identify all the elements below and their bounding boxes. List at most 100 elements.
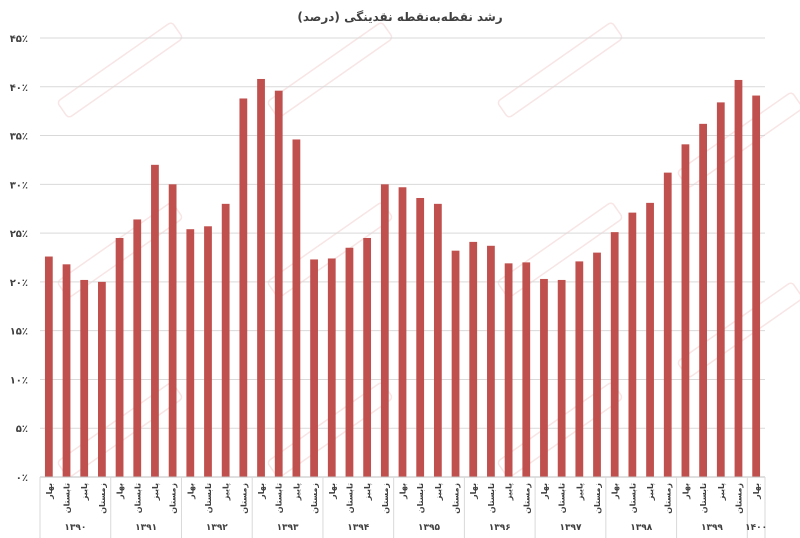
x-tick-label: پاییز <box>292 483 301 501</box>
watermark-mark <box>267 22 393 118</box>
bar <box>204 226 212 477</box>
y-tick-label: ۴۵٪ <box>10 34 28 45</box>
bar <box>80 279 89 477</box>
bar <box>628 212 637 477</box>
x-tick-label: تابستان <box>345 483 354 513</box>
bar <box>646 202 654 477</box>
x-tick-label: زمستان <box>522 483 531 514</box>
group-label: ۱۳۹۱ <box>135 523 157 533</box>
watermark-frame <box>267 22 393 118</box>
x-tick-label: بهار <box>752 483 761 500</box>
x-tick-label: تابستان <box>699 483 708 513</box>
x-axis: بهار تابستان پاییز زمستان بهار تابستان پاییز زم… <box>39 476 767 538</box>
x-tick-label: بهار <box>469 483 478 500</box>
x-tick-label: بهار <box>540 483 549 500</box>
x-tick-label: بهار <box>116 483 125 500</box>
x-tick-label: تابستان <box>204 483 213 513</box>
group-label: ۱۳۹۸ <box>630 523 652 533</box>
y-tick-label: ۵٪ <box>16 424 28 435</box>
x-tick-label: تابستان <box>133 483 142 513</box>
x-tick-label: زمستان <box>452 483 461 514</box>
bar <box>62 264 71 477</box>
bar <box>433 203 442 477</box>
bar <box>734 79 743 478</box>
x-tick-label: بهار <box>257 483 266 500</box>
bar <box>716 102 725 478</box>
x-tick-label: بهار <box>681 483 690 500</box>
bar <box>451 250 460 477</box>
x-tick-label: زمستان <box>239 483 248 514</box>
x-tick-label: بهار <box>328 483 337 500</box>
bar <box>610 232 619 477</box>
bar <box>487 245 495 477</box>
group-label: ۱۴۰۰ <box>745 523 767 533</box>
bar <box>540 278 548 477</box>
bar <box>380 184 389 478</box>
x-tick-label: پاییز <box>505 483 514 501</box>
group-label: ۱۳۹۳ <box>277 523 299 533</box>
x-tick-label: تابستان <box>63 483 72 513</box>
bar <box>327 258 336 477</box>
group-label: ۱۳۹۲ <box>206 523 228 533</box>
x-tick-label: پاییز <box>575 483 584 501</box>
watermark-mark <box>497 202 623 298</box>
bar <box>752 95 761 478</box>
x-tick-label: پاییز <box>434 483 443 501</box>
x-tick-label: تابستان <box>628 483 637 513</box>
bar <box>663 172 672 478</box>
y-axis: ۰٪ ۵٪ ۱۰٪ ۱۵٪ ۲۰٪ ۲۵٪ ۳۰٪ ۳۵٪ ۴۰٪ ۴۵٪ <box>10 34 28 484</box>
bar <box>699 123 707 478</box>
x-tick-label: زمستان <box>169 483 178 514</box>
bar <box>363 237 372 477</box>
bar <box>575 261 584 477</box>
bar <box>345 247 354 477</box>
x-tick-label: زمستان <box>664 483 673 514</box>
bar <box>151 164 159 478</box>
bar <box>239 98 248 478</box>
x-tick-label: پاییز <box>363 483 372 501</box>
x-tick-label: پاییز <box>151 483 160 501</box>
bar <box>115 237 124 477</box>
group-label: ۱۳۹۵ <box>418 523 440 533</box>
bar <box>593 252 601 477</box>
watermark-frame <box>497 202 623 298</box>
x-tick-label: بهار <box>399 483 408 500</box>
x-tick-label: بهار <box>186 483 195 500</box>
bar <box>557 279 566 477</box>
bar <box>98 281 106 477</box>
bar <box>221 203 230 477</box>
watermark-mark <box>57 22 183 118</box>
bar <box>416 197 425 478</box>
x-tick-label: پاییز <box>717 483 726 501</box>
group-label: ۱۳۹۶ <box>489 523 511 533</box>
bar <box>44 256 53 477</box>
y-tick-label: ۲۰٪ <box>10 278 28 289</box>
bar <box>522 262 531 477</box>
watermark-frame <box>57 22 183 118</box>
bar <box>257 78 265 478</box>
bar <box>133 219 142 477</box>
x-tick-label: تابستان <box>487 483 496 513</box>
x-tick-label: زمستان <box>593 483 602 514</box>
x-tick-label: پاییز <box>80 483 89 501</box>
watermark-mark <box>497 22 623 118</box>
x-tick-label: زمستان <box>310 483 319 514</box>
bar <box>168 184 177 478</box>
y-tick-label: ۲۵٪ <box>10 229 28 240</box>
group-label: ۱۳۹۹ <box>701 523 723 533</box>
y-tick-label: ۱۵٪ <box>10 327 28 338</box>
x-tick-label: پاییز <box>222 483 231 501</box>
bar <box>681 144 690 477</box>
y-tick-label: ۳۰٪ <box>10 180 28 191</box>
group-label: ۱۳۹۷ <box>559 523 581 533</box>
x-tick-label: تابستان <box>416 483 425 513</box>
y-tick-label: ۳۵٪ <box>10 132 28 143</box>
x-tick-label: زمستان <box>381 483 390 514</box>
bars <box>44 78 761 478</box>
bar <box>398 187 407 477</box>
group-label: ۱۳۹۴ <box>347 523 369 533</box>
x-tick-label: تابستان <box>558 483 567 513</box>
y-tick-label: ۴۰٪ <box>10 83 28 94</box>
